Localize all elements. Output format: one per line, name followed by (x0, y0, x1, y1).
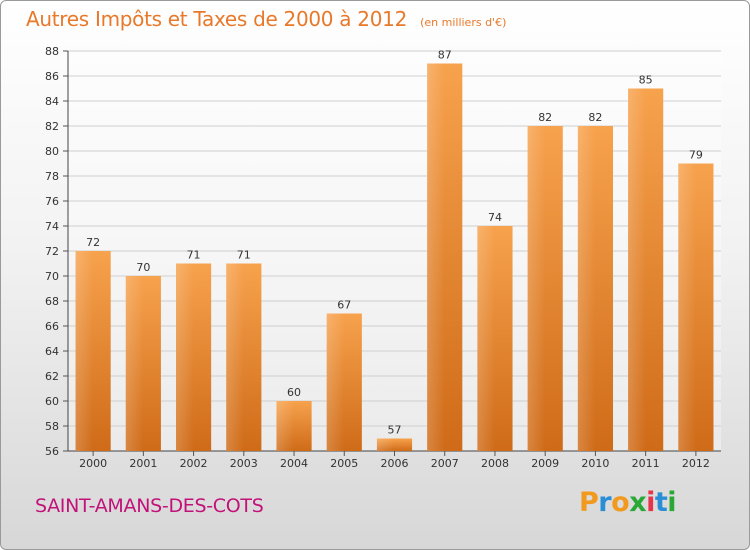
bar-value-label: 70 (136, 261, 150, 274)
x-tick-label: 2005 (330, 457, 358, 470)
y-tick-label: 72 (45, 245, 59, 258)
commune-name: SAINT-AMANS-DES-COTS (35, 495, 264, 517)
bar-highlight (527, 126, 546, 451)
bar-value-label: 82 (538, 111, 552, 124)
bar-highlight (75, 251, 94, 451)
bar-highlight (125, 276, 144, 451)
y-tick-label: 70 (45, 270, 59, 283)
y-tick-label: 60 (45, 395, 59, 408)
y-tick-label: 86 (45, 70, 59, 83)
x-tick-label: 2002 (180, 457, 208, 470)
x-tick-label: 2008 (481, 457, 509, 470)
x-tick-label: 2007 (431, 457, 459, 470)
y-tick-label: 68 (45, 295, 59, 308)
bar-highlight (477, 226, 495, 451)
brand-letter: i (646, 487, 655, 518)
x-tick-label: 2010 (581, 457, 609, 470)
bar-value-label: 74 (488, 211, 502, 224)
bar-value-label: 87 (438, 49, 452, 62)
bar-highlight (376, 438, 395, 451)
brand-letter: i (667, 487, 677, 518)
y-tick-label: 88 (45, 45, 59, 58)
y-tick-label: 76 (45, 195, 59, 208)
y-tick-label: 78 (45, 170, 59, 183)
brand-letter: P (579, 487, 599, 518)
bar-highlight (226, 263, 244, 451)
x-tick-label: 2001 (129, 457, 157, 470)
x-tick-label: 2003 (230, 457, 258, 470)
y-tick-label: 56 (45, 445, 59, 458)
bar-value-label: 82 (588, 111, 602, 124)
brand-letter: o (611, 487, 630, 518)
y-tick-label: 84 (45, 95, 59, 108)
y-tick-label: 74 (45, 220, 59, 233)
y-tick-label: 80 (45, 145, 59, 158)
brand-letter: r (598, 487, 612, 518)
bar-value-label: 57 (388, 424, 402, 437)
bar-value-label: 67 (337, 299, 351, 312)
y-tick-label: 64 (45, 345, 59, 358)
bar-highlight (427, 63, 445, 451)
brand-letter: x (629, 487, 647, 518)
chart-title: Autres Impôts et Taxes de 2000 à 2012 (26, 7, 407, 31)
chart-subtitle: (en milliers d'€) (420, 16, 507, 29)
bar-highlight (276, 401, 295, 451)
bar-value-label: 79 (689, 149, 703, 162)
bar-highlight (175, 263, 194, 451)
x-tick-label: 2006 (381, 457, 409, 470)
bar-value-label: 85 (639, 74, 653, 87)
x-tick-label: 2000 (79, 457, 107, 470)
bar-value-label: 71 (237, 249, 251, 262)
proxiti-logo: Proxiti (579, 487, 677, 518)
x-tick-label: 2011 (632, 457, 660, 470)
bar-highlight (628, 88, 646, 451)
y-tick-label: 66 (45, 320, 59, 333)
bar-highlight (326, 313, 345, 451)
x-tick-label: 2004 (280, 457, 308, 470)
chart-title-row: Autres Impôts et Taxes de 2000 à 2012 (e… (26, 7, 506, 31)
y-tick-label: 82 (45, 120, 59, 133)
bar-value-label: 71 (187, 249, 201, 262)
x-tick-label: 2009 (531, 457, 559, 470)
y-tick-label: 58 (45, 420, 59, 433)
bar-highlight (678, 163, 696, 451)
brand-letter: t (654, 487, 668, 518)
bar-value-label: 60 (287, 386, 301, 399)
y-tick-label: 62 (45, 370, 59, 383)
bar-value-label: 72 (86, 236, 100, 249)
x-tick-label: 2012 (682, 457, 710, 470)
bar-highlight (577, 126, 596, 451)
